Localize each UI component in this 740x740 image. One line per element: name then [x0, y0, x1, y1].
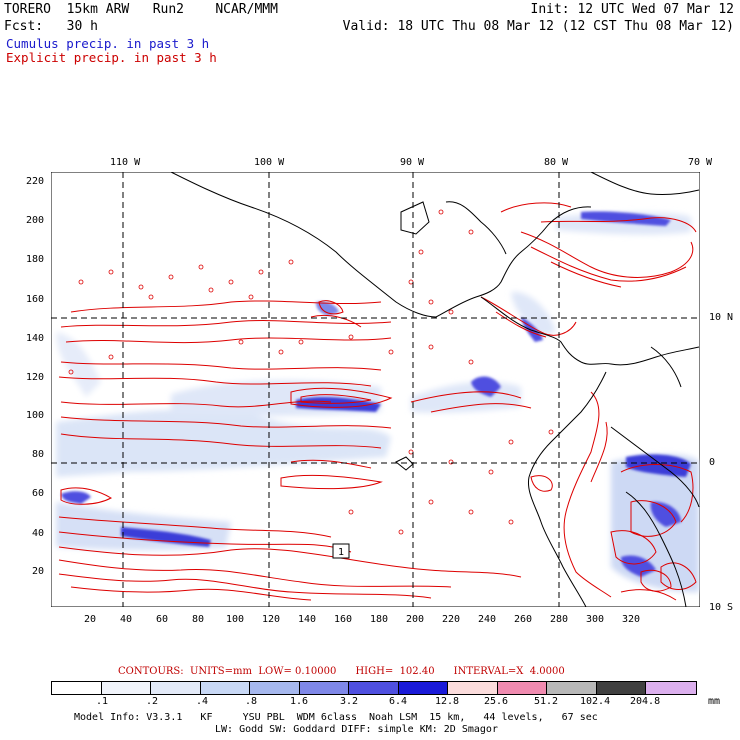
- station-marker: 1: [332, 543, 350, 559]
- x-label-240: 240: [478, 614, 497, 625]
- x-label-180: 180: [370, 614, 389, 625]
- lon-label-70w: 70 W: [688, 157, 713, 168]
- x-label-300: 300: [586, 614, 605, 625]
- y-label-120: 120: [26, 372, 45, 383]
- latlon-grid: [51, 172, 700, 607]
- lat-label-10n: 10 N: [709, 312, 734, 323]
- x-label-20: 20: [84, 614, 97, 625]
- y-label-200: 200: [26, 215, 45, 226]
- colorbar-label: .8: [245, 696, 258, 707]
- contour-speckles: [68, 209, 554, 535]
- colorbar-cell: [299, 682, 349, 694]
- y-label-160: 160: [26, 294, 45, 305]
- colorbar-label: 102.4: [580, 696, 611, 707]
- colorbar-label: .4: [196, 696, 209, 707]
- colorbar-cell: [497, 682, 547, 694]
- colorbar-cell: [200, 682, 250, 694]
- coastlines: [170, 172, 700, 607]
- x-label-160: 160: [334, 614, 353, 625]
- colorbar-label: 6.4: [389, 696, 408, 707]
- colorbar-label: 51.2: [534, 696, 559, 707]
- init-time: Init: 12 UTC Wed 07 Mar 12: [530, 2, 735, 17]
- colorbar-label: 25.6: [484, 696, 509, 707]
- colorbar-label: 1.6: [290, 696, 309, 707]
- colorbar-cell: [448, 682, 498, 694]
- contour-info: CONTOURS: UNITS=mm LOW= 0.10000 HIGH= 10…: [118, 666, 565, 677]
- x-label-140: 140: [298, 614, 317, 625]
- lon-label-110w: 110 W: [110, 157, 141, 168]
- lon-label-100w: 100 W: [254, 157, 285, 168]
- model-title: TORERO 15km ARW Run2 NCAR/MMM: [4, 2, 278, 17]
- colorbar: [51, 681, 697, 695]
- forecast-hour: Fcst: 30 h: [4, 19, 98, 34]
- colorbar-cell: [646, 682, 696, 694]
- precipitation-map: 1: [51, 172, 700, 607]
- y-label-20: 20: [32, 566, 45, 577]
- y-label-100: 100: [26, 410, 45, 421]
- colorbar-units: mm: [708, 696, 721, 707]
- lat-label-10s: 10 S: [709, 602, 734, 613]
- colorbar-cell: [151, 682, 201, 694]
- y-label-220: 220: [26, 176, 45, 187]
- lat-label-0: 0: [709, 457, 716, 468]
- colorbar-cell: [101, 682, 151, 694]
- lon-label-90w: 90 W: [400, 157, 425, 168]
- colorbar-cell: [349, 682, 399, 694]
- colorbar-label: 3.2: [340, 696, 359, 707]
- physics-info: LW: Godd SW: Goddard DIFF: simple KM: 2D…: [215, 724, 498, 735]
- x-label-40: 40: [120, 614, 133, 625]
- station-marker-label: 1: [338, 547, 344, 558]
- x-label-320: 320: [622, 614, 641, 625]
- valid-time: Valid: 18 UTC Thu 08 Mar 12 (12 CST Thu …: [342, 19, 734, 34]
- x-label-100: 100: [226, 614, 245, 625]
- colorbar-label: 204.8: [630, 696, 661, 707]
- colorbar-label: .1: [96, 696, 109, 707]
- colorbar-cell: [596, 682, 646, 694]
- y-label-60: 60: [32, 488, 45, 499]
- y-label-80: 80: [32, 449, 45, 460]
- x-label-260: 260: [514, 614, 533, 625]
- colorbar-label: 12.8: [435, 696, 460, 707]
- x-label-80: 80: [192, 614, 205, 625]
- x-label-120: 120: [262, 614, 281, 625]
- field-explicit-label: Explicit precip. in past 3 h: [6, 50, 217, 65]
- y-label-140: 140: [26, 333, 45, 344]
- x-label-60: 60: [156, 614, 169, 625]
- field-cumulus-label: Cumulus precip. in past 3 h: [6, 36, 210, 51]
- colorbar-label: .2: [146, 696, 159, 707]
- x-label-280: 280: [550, 614, 569, 625]
- y-label-40: 40: [32, 528, 45, 539]
- colorbar-cell: [250, 682, 300, 694]
- x-label-200: 200: [406, 614, 425, 625]
- colorbar-cell: [398, 682, 448, 694]
- lon-label-80w: 80 W: [544, 157, 569, 168]
- model-info: Model Info: V3.3.1 KF YSU PBL WDM 6class…: [74, 712, 598, 723]
- colorbar-cell: [547, 682, 597, 694]
- explicit-contours: [58, 202, 697, 601]
- colorbar-cell: [52, 682, 102, 694]
- x-label-220: 220: [442, 614, 461, 625]
- y-label-180: 180: [26, 254, 45, 265]
